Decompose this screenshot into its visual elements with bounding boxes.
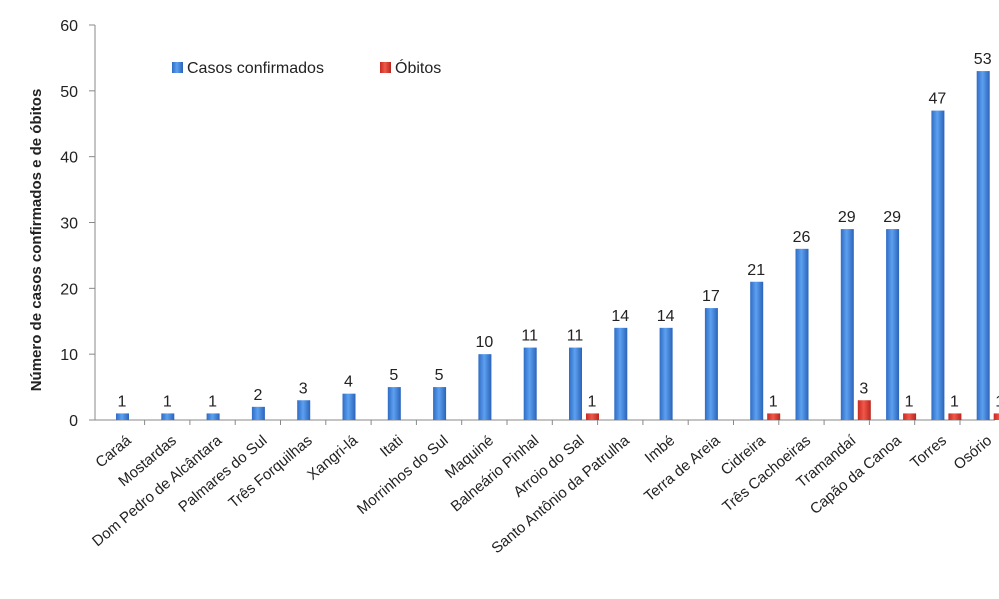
bar-casos-confirmados [976, 71, 990, 420]
y-ticks: 0 10 20 30 40 50 60 [60, 18, 95, 430]
bar-casos-confirmados [523, 347, 537, 420]
data-label-casos: 1 [208, 393, 217, 410]
data-label-casos: 3 [299, 380, 308, 397]
bar-casos-confirmados [840, 229, 854, 420]
y-tick-label: 50 [60, 84, 78, 101]
data-label-casos: 1 [163, 393, 172, 410]
data-label-casos: 10 [476, 334, 494, 351]
y-axis-label: Número de casos confirmados e de óbitos [28, 89, 45, 392]
data-labels: 11123455101111114141721126293291471531 [118, 51, 999, 410]
bars [116, 71, 999, 425]
bar-obitos [903, 413, 917, 420]
y-tick-label: 0 [69, 413, 78, 430]
legend-swatch-obitos [380, 62, 391, 73]
y-tick-label: 40 [60, 150, 78, 167]
data-label-casos: 26 [793, 229, 811, 246]
bar-casos-confirmados [297, 400, 311, 420]
data-label-casos: 5 [389, 367, 398, 384]
bar-casos-confirmados [569, 347, 582, 420]
data-label-casos: 5 [435, 367, 444, 384]
data-label-casos: 53 [974, 51, 992, 68]
y-tick-label: 60 [60, 18, 78, 35]
bar-casos-confirmados [659, 327, 673, 420]
bar-casos-confirmados [931, 110, 945, 420]
category-label: Torres [907, 432, 950, 472]
data-label-casos: 29 [838, 209, 856, 226]
y-tick-label: 20 [60, 281, 78, 298]
bar-casos-confirmados [251, 406, 265, 420]
bar-casos-confirmados [478, 354, 492, 420]
bar-casos-confirmados [116, 413, 129, 420]
data-label-casos: 2 [253, 387, 262, 404]
bar-obitos [586, 413, 599, 420]
bar-obitos [948, 413, 962, 420]
bar-casos-confirmados [795, 248, 809, 420]
category-label: Osório [950, 432, 995, 473]
data-label-casos: 4 [344, 374, 353, 391]
category-label: Três Forquilhas [225, 432, 315, 512]
data-label-casos: 11 [567, 328, 584, 345]
bar-obitos [767, 413, 781, 420]
legend-label-casos: Casos confirmados [187, 60, 324, 77]
bar-casos-confirmados [614, 327, 628, 420]
data-label-obitos: 1 [769, 393, 778, 410]
legend-swatch-casos [172, 62, 183, 73]
data-label-casos: 47 [929, 91, 947, 108]
legend-label-obitos: Óbitos [395, 58, 441, 77]
data-label-casos: 11 [521, 328, 538, 345]
bar-casos-confirmados [387, 387, 401, 420]
category-label: Itati [377, 432, 406, 461]
data-label-casos: 29 [883, 209, 901, 226]
data-label-casos: 14 [657, 308, 675, 325]
bar-casos-confirmados [206, 413, 220, 420]
data-label-obitos: 1 [588, 393, 597, 410]
bar-casos-confirmados [750, 281, 764, 420]
category-label: Xangri-lá [304, 432, 361, 484]
data-label-obitos: 1 [995, 393, 999, 410]
bar-obitos [993, 413, 999, 420]
data-label-casos: 17 [702, 288, 720, 305]
data-label-casos: 21 [747, 262, 765, 279]
legend: Casos confirmados Óbitos [172, 58, 441, 77]
data-label-casos: 1 [118, 393, 127, 410]
bar-obitos [857, 400, 871, 420]
y-tick-label: 30 [60, 216, 78, 233]
category-label: Imbé [642, 432, 678, 466]
data-label-obitos: 1 [905, 393, 914, 410]
bar-casos-confirmados [704, 308, 718, 420]
data-label-casos: 14 [611, 308, 629, 325]
bar-casos-confirmados [161, 413, 175, 420]
y-tick-label: 10 [60, 347, 78, 364]
data-label-obitos: 3 [859, 380, 868, 397]
bar-casos-confirmados [342, 393, 356, 420]
data-label-obitos: 1 [950, 393, 959, 410]
bar-casos-confirmados [886, 229, 900, 420]
bar-casos-confirmados [433, 387, 447, 420]
